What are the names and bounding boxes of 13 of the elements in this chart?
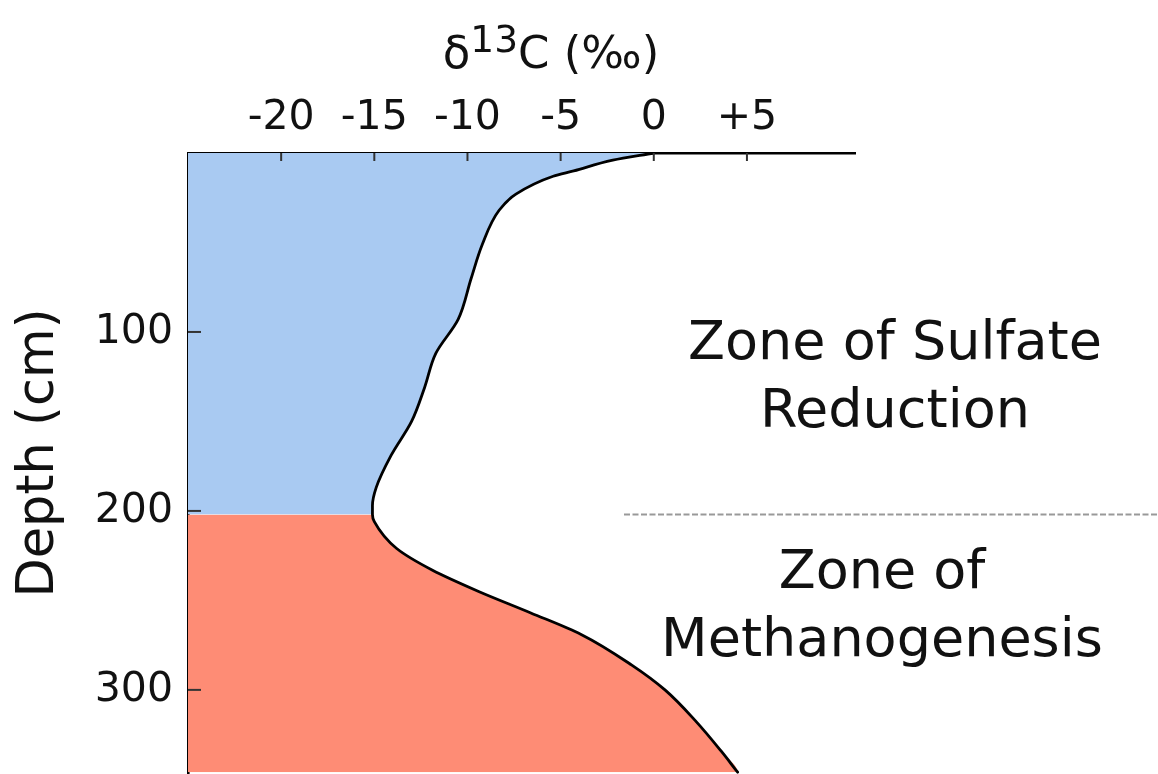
y-axis-title: Depth (cm)	[5, 308, 65, 598]
x-tick-label: -10	[433, 91, 501, 140]
x-tick-label: -15	[340, 91, 408, 140]
y-tick-label: 200	[94, 483, 173, 532]
x-tick-label: -5	[540, 91, 582, 140]
annotation: Zone of Methanogenesis	[660, 537, 1104, 671]
x-tick-label: -20	[247, 91, 315, 140]
x-axis-title: δ$^{13}$C (‰)	[441, 16, 661, 80]
x-tick-label: 0	[640, 91, 667, 140]
x-tick-label: +5	[716, 91, 778, 140]
y-tick-label: 100	[94, 304, 173, 353]
y-tick-label: 300	[94, 662, 173, 711]
annotation: Zone of Sulfate Reduction	[687, 308, 1103, 442]
